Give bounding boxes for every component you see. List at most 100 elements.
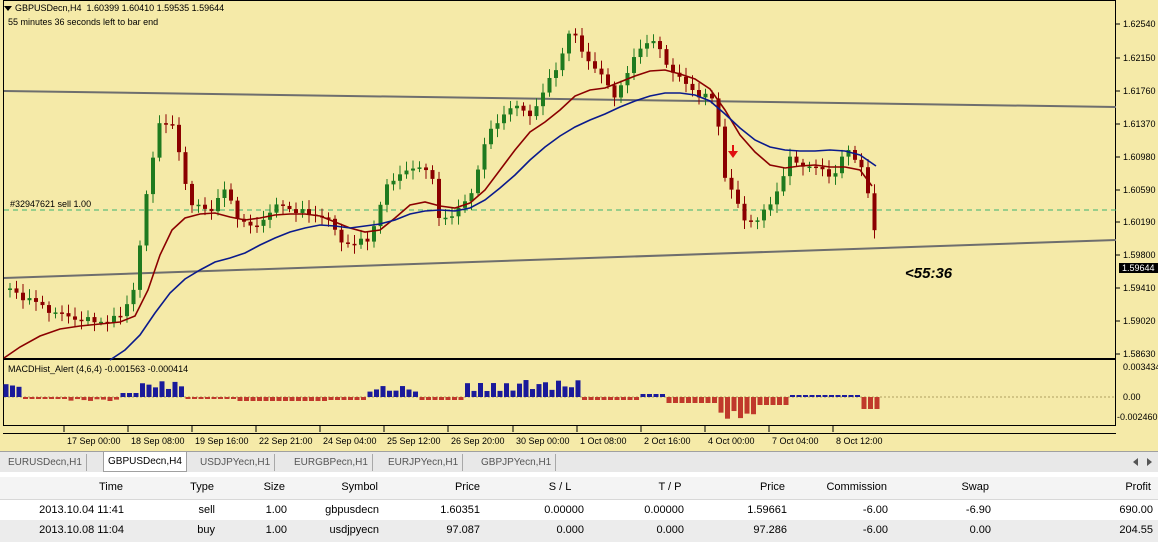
histogram-bar: [302, 397, 308, 401]
candle-body: [8, 288, 12, 290]
histogram-bar: [868, 397, 873, 409]
candle-body: [768, 204, 773, 210]
histogram-bar: [16, 386, 22, 397]
candle-body: [508, 108, 513, 115]
candle-body: [307, 209, 311, 215]
sell-arrow-icon: [728, 145, 738, 158]
candle-body: [287, 205, 292, 210]
candle-body: [742, 203, 747, 221]
table-header: Time Type Size Symbol Price S / L T / P …: [0, 477, 1158, 500]
tab-eurgbpecn-h1[interactable]: EURGBPecn,H1: [290, 454, 373, 471]
histogram-bar: [166, 388, 171, 397]
histogram-bar: [484, 390, 490, 397]
tab-eurusdecn-h1[interactable]: EURUSDecn,H1: [4, 454, 87, 471]
tab-eurjpyecn-h1[interactable]: EURJPYecn,H1: [384, 454, 464, 471]
candle-body: [586, 51, 591, 62]
histogram-bar: [842, 395, 847, 397]
candle-body: [346, 242, 350, 244]
histogram-bar: [614, 397, 620, 400]
col-sl[interactable]: S / L: [548, 481, 572, 493]
col-profit[interactable]: Profit: [1125, 481, 1151, 493]
candle-body: [203, 204, 207, 209]
time-label: 24 Sep 04:00: [323, 436, 377, 446]
histogram-bar: [341, 397, 347, 400]
candle-body: [14, 288, 19, 293]
candle-body: [489, 128, 493, 145]
candle-body: [547, 77, 552, 93]
price-chart: [3, 0, 1120, 434]
candle-body: [827, 169, 831, 177]
candle-body: [99, 321, 103, 324]
candle-body: [703, 93, 708, 98]
histogram-bar: [712, 397, 717, 403]
candle-body: [281, 204, 285, 206]
col-type[interactable]: Type: [190, 481, 214, 493]
candle-body: [528, 110, 532, 117]
candle-body: [736, 189, 740, 204]
candle-body: [833, 173, 838, 177]
histogram-bar: [588, 397, 594, 400]
histogram-bar: [705, 397, 711, 403]
col-tp[interactable]: T / P: [658, 481, 682, 493]
table-row[interactable]: 2013.10.04 11:41 sell 1.00 gbpusdecn 1.6…: [0, 500, 1158, 522]
candle-body: [534, 106, 539, 117]
trade-terminal: Time Type Size Symbol Price S / L T / P …: [0, 472, 1158, 542]
col-size[interactable]: Size: [263, 481, 285, 493]
collapse-arrow-icon[interactable]: [4, 6, 12, 12]
chart-tabs-bar: EURUSDecn,H1 GBPUSDecn,H4 USDJPYecn,H1 E…: [0, 451, 1158, 473]
histogram-bar: [29, 397, 35, 399]
indicator-axis-label: -0.002460: [1117, 412, 1158, 422]
candle-body: [417, 167, 422, 169]
candle-body: [125, 304, 129, 317]
histogram-bar: [595, 397, 600, 400]
histogram-bar: [296, 397, 301, 401]
col-price[interactable]: Price: [454, 481, 480, 493]
histogram-bar: [575, 380, 581, 397]
histogram-bar: [387, 390, 392, 397]
histogram-bar: [874, 397, 880, 409]
candle-body: [599, 68, 604, 75]
time-label: 19 Sep 16:00: [195, 436, 249, 446]
histogram-bar: [179, 386, 184, 397]
candle-body: [79, 319, 84, 322]
candle-body: [554, 70, 558, 78]
scroll-right-icon[interactable]: [1147, 458, 1152, 466]
candle-body: [638, 48, 643, 58]
table-row[interactable]: 2013.10.08 11:04 buy 1.00 usdjpyecn 97.0…: [0, 520, 1158, 542]
col-current-price[interactable]: Price: [759, 481, 785, 493]
histogram-bar: [543, 382, 548, 397]
row-type: buy: [197, 524, 215, 536]
col-commission[interactable]: Commission: [826, 481, 887, 493]
price-label: 1.60980: [1123, 152, 1156, 162]
tab-gbpusdecn-h4[interactable]: GBPUSDecn,H4: [103, 452, 187, 472]
chart-window[interactable]: GBPUSDecn,H4 1.60399 1.60410 1.59535 1.5…: [0, 0, 1158, 451]
candle-body: [593, 61, 597, 69]
col-swap[interactable]: Swap: [961, 481, 989, 493]
candle-body: [274, 204, 279, 213]
histogram-bar: [185, 397, 191, 399]
tab-usdjpyecn-h1[interactable]: USDJPYecn,H1: [196, 454, 276, 471]
col-symbol[interactable]: Symbol: [341, 481, 378, 493]
candle-body: [66, 313, 71, 317]
histogram-bar: [738, 397, 743, 419]
histogram-bar: [107, 397, 113, 401]
row-profit: 204.55: [1119, 524, 1153, 536]
macd-histogram: [3, 380, 880, 419]
histogram-bar: [62, 397, 67, 399]
candle-body: [814, 166, 818, 169]
candle-body: [671, 64, 675, 73]
candle-body: [788, 156, 792, 177]
candle-body: [27, 298, 32, 301]
histogram-bar: [556, 380, 561, 397]
candle-body: [606, 74, 610, 86]
row-current-price: 1.59661: [747, 504, 787, 516]
tab-gbpjpyecn-h1[interactable]: GBPJPYecn,H1: [477, 454, 557, 471]
scroll-left-icon[interactable]: [1133, 458, 1138, 466]
col-time[interactable]: Time: [98, 481, 123, 493]
candle-body: [502, 114, 506, 124]
histogram-bar: [75, 397, 80, 400]
candle-body: [222, 189, 227, 198]
candle-body: [255, 225, 259, 228]
candle-body: [352, 243, 357, 246]
histogram-bar: [289, 397, 295, 401]
